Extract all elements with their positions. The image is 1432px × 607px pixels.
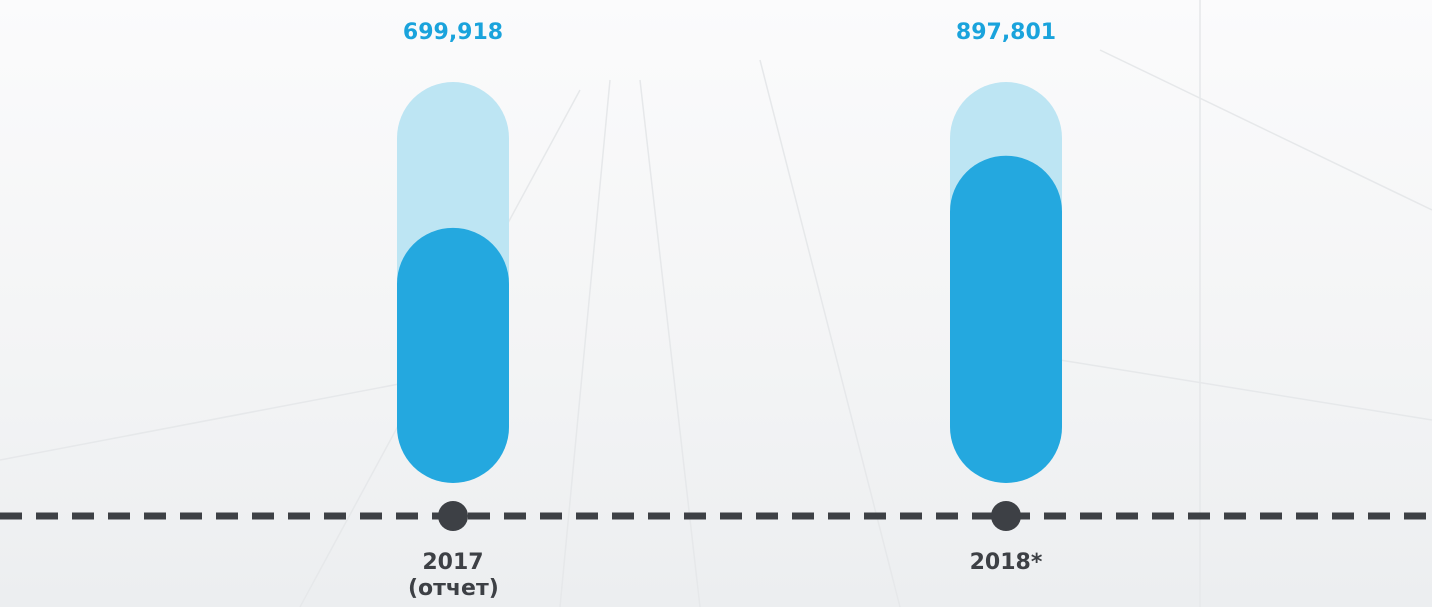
value-label: 699,918 [403, 20, 503, 45]
timeline-dot [991, 501, 1021, 531]
chart: 699,918 897,801 [0, 0, 1432, 607]
category-label: 2018* [961, 550, 1051, 576]
timeline-dot [438, 501, 468, 531]
category-label: 2017 (отчет) [408, 550, 498, 602]
bar [397, 228, 509, 483]
value-label: 897,801 [956, 20, 1056, 45]
background-lines [0, 0, 1432, 607]
bar [950, 156, 1062, 483]
page: 699,918897,801 (() => { const data = JSO… [0, 0, 1432, 607]
